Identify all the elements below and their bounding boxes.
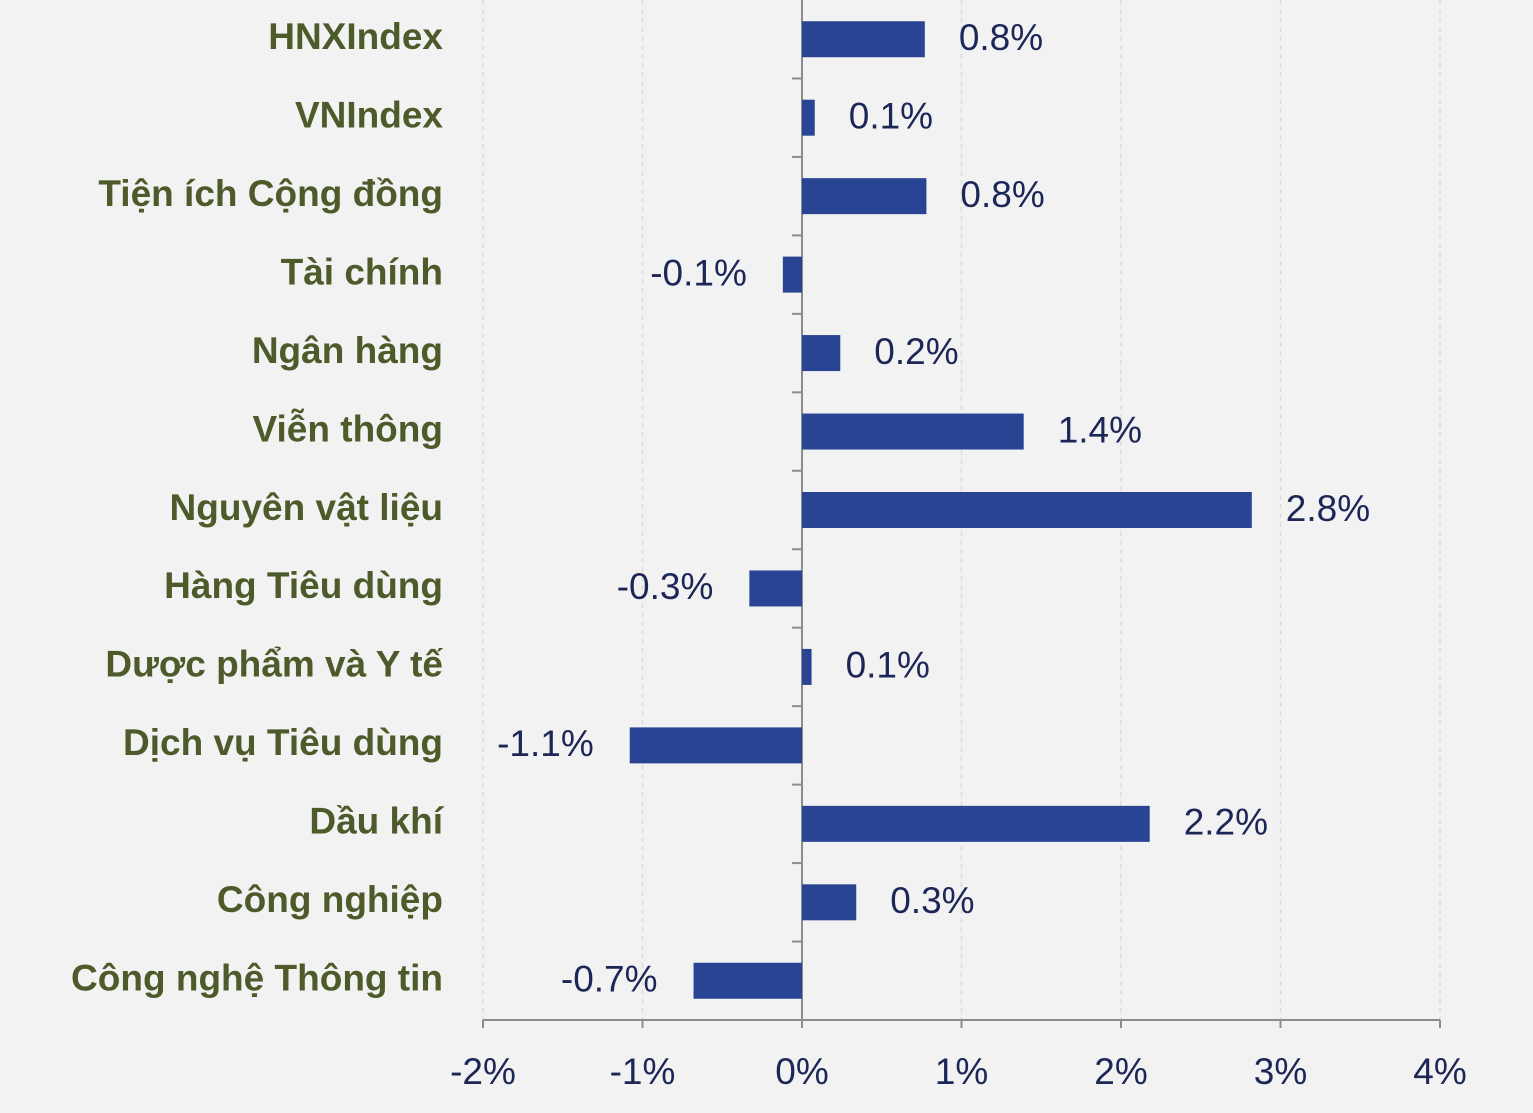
category-label: Tài chính (281, 251, 443, 292)
value-label: 0.2% (874, 331, 958, 372)
value-label: 2.2% (1184, 802, 1268, 843)
x-tick-label: 2% (1094, 1051, 1147, 1092)
value-label: -0.7% (561, 959, 658, 1000)
x-tick-label: -1% (610, 1051, 676, 1092)
category-label: HNXIndex (268, 16, 443, 57)
category-label: Ngân hàng (252, 330, 443, 371)
category-label: Viễn thông (253, 408, 443, 449)
bar (749, 570, 802, 607)
x-tick-label: 3% (1254, 1051, 1307, 1092)
bar (802, 413, 1024, 450)
bar (802, 99, 815, 136)
value-label: 0.1% (849, 95, 933, 136)
bar (802, 648, 812, 685)
bar (802, 492, 1252, 528)
x-tick-label: 1% (935, 1051, 988, 1092)
category-label: Dầu khí (309, 801, 444, 842)
bar (802, 21, 925, 58)
category-label: Công nghệ Thông tin (71, 958, 443, 999)
x-tick-label: -2% (450, 1051, 516, 1092)
category-label: Tiện ích Cộng đồng (98, 173, 443, 214)
bar (629, 727, 802, 764)
bar (782, 256, 802, 293)
value-label: 0.1% (846, 645, 930, 686)
value-label: -0.3% (617, 566, 714, 607)
bar (693, 962, 802, 999)
value-label: 1.4% (1058, 409, 1142, 450)
value-label: -0.1% (650, 252, 747, 293)
bar (802, 178, 927, 215)
category-label: Nguyên vật liệu (170, 487, 443, 528)
bar (802, 884, 857, 921)
category-label: VNIndex (295, 94, 443, 135)
category-label: Dược phẩm và Y tế (105, 644, 443, 685)
value-label: 0.8% (960, 174, 1044, 215)
bar (802, 805, 1150, 842)
category-label: Công nghiệp (217, 879, 443, 920)
value-label: 0.8% (959, 17, 1043, 58)
value-label: 2.8% (1286, 488, 1370, 529)
bar (802, 335, 841, 372)
value-label: 0.3% (890, 880, 974, 921)
category-label: Dịch vụ Tiêu dùng (123, 722, 443, 763)
x-tick-label: 0% (775, 1051, 828, 1092)
value-label: -1.1% (497, 723, 594, 764)
category-label: Hàng Tiêu dùng (164, 565, 443, 606)
x-tick-label: 4% (1413, 1051, 1466, 1092)
